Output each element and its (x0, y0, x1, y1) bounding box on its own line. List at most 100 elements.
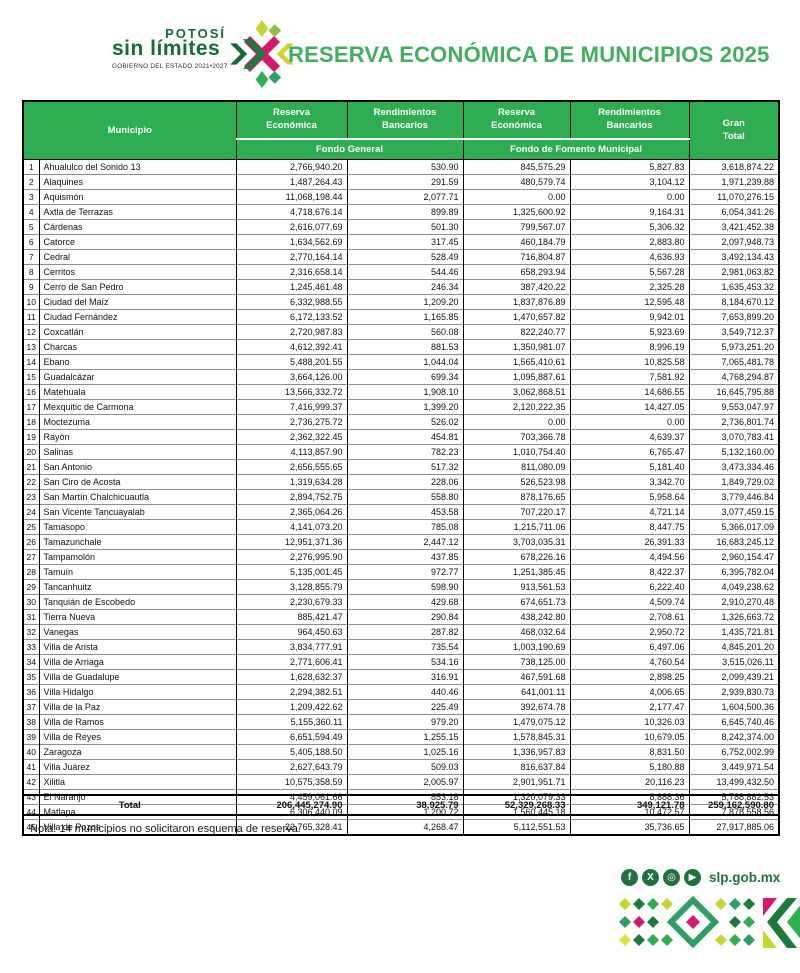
gran-total-cell: 1,971,239.88 (688, 174, 780, 190)
fomento-rendimientos-cell: 5,958.64 (569, 489, 690, 505)
row-number-cell: 28 (23, 564, 39, 580)
instagram-icon[interactable]: ◎ (663, 869, 680, 886)
fondo-general-reserva-cell: 5,135,001.45 (235, 564, 348, 580)
fomento-reserva-cell: 0.00 (462, 189, 571, 205)
row-number-cell: 36 (23, 684, 39, 700)
municipio-cell: Villa de Ramos (38, 714, 237, 730)
row-number-cell: 22 (23, 474, 39, 490)
fondo-general-reserva-cell: 3,834,777.91 (235, 639, 348, 655)
fomento-rendimientos-cell: 8,831.50 (569, 744, 690, 760)
fondo-general-rendimientos-cell: 560.08 (346, 324, 464, 340)
gran-total-cell: 3,618,874.22 (688, 159, 780, 175)
col-header-fg-reserva: Reserva Económica (235, 100, 348, 140)
fondo-general-rendimientos-cell: 699.34 (346, 369, 464, 385)
fondo-general-reserva-cell: 2,766,940.20 (235, 159, 348, 175)
fomento-rendimientos-cell: 10,825.58 (569, 354, 690, 370)
row-number-cell: 9 (23, 279, 39, 295)
municipio-cell: Catorce (38, 234, 237, 250)
fondo-general-reserva-cell: 1,628,632.37 (235, 669, 348, 685)
row-number-cell: 16 (23, 384, 39, 400)
fondo-general-reserva-cell: 2,616,077.69 (235, 219, 348, 235)
municipio-cell: Cerritos (38, 264, 237, 280)
fondo-general-reserva-cell: 885,421.47 (235, 609, 348, 625)
gran-total-cell: 3,779,446.84 (688, 489, 780, 505)
fomento-rendimientos-cell: 4,636.93 (569, 249, 690, 265)
total-ffm-reserva-cell: 52,329,268.33 (462, 795, 570, 815)
row-number-cell: 43 (23, 789, 39, 805)
gran-total-cell: 2,939,830.73 (688, 684, 780, 700)
row-number-cell: 40 (23, 744, 39, 760)
fondo-general-rendimientos-cell: 598.90 (346, 579, 464, 595)
table-row: 40 Zaragoza 5,405,188.50 1,025.16 1,336,957.… (23, 744, 780, 760)
row-number-cell: 26 (23, 534, 39, 550)
fondo-general-rendimientos-cell: 290.84 (346, 609, 464, 625)
fondo-general-reserva-cell: 3,128,855.79 (235, 579, 348, 595)
fomento-reserva-cell: 641,001.11 (462, 684, 571, 700)
fomento-reserva-cell: 480,579.74 (462, 174, 571, 190)
table-header: Municipio Reserva Económica Rendimientos… (22, 100, 780, 160)
gran-total-cell: 2,099,439.21 (688, 669, 780, 685)
row-number-cell: 27 (23, 549, 39, 565)
facebook-icon[interactable]: f (621, 869, 638, 886)
fomento-reserva-cell: 526,523.98 (462, 474, 571, 490)
table-row: 28 Tamuín 5,135,001.45 972.77 1,251,385.45 8,… (23, 564, 780, 580)
fomento-reserva-cell: 822,240.77 (462, 324, 571, 340)
fomento-reserva-cell: 913,561.53 (462, 579, 571, 595)
fondo-general-reserva-cell: 6,332,988.55 (235, 294, 348, 310)
gran-total-cell: 1,326,663.72 (688, 609, 780, 625)
table-row: 31 Tierra Nueva 885,421.47 290.84 438,242.80… (23, 609, 780, 625)
gran-total-cell: 2,910,270.48 (688, 594, 780, 610)
fondo-general-reserva-cell: 3,664,126.00 (235, 369, 348, 385)
table-row: 39 Villa de Reyes 6,651,594.49 1,255.15 1,57… (23, 729, 780, 745)
fondo-general-reserva-cell: 4,718,676.14 (235, 204, 348, 220)
table-row: 29 Tancanhuitz 3,128,855.79 598.90 913,561.5… (23, 579, 780, 595)
table-row: 11 Ciudad Fernández 6,172,133.52 1,165.85 1,… (23, 309, 780, 325)
fomento-reserva-cell: 1,479,075.12 (462, 714, 571, 730)
fomento-rendimientos-cell: 20,116.23 (569, 774, 690, 790)
fondo-general-rendimientos-cell: 972.77 (346, 564, 464, 580)
gran-total-cell: 2,097,948.73 (688, 234, 780, 250)
municipio-cell: Tamuín (38, 564, 237, 580)
total-fg-rendimientos-cell: 38,925.79 (346, 795, 463, 815)
table-row: 13 Charcas 4,612,392.41 881.53 1,350,981.07 8… (23, 339, 780, 355)
gran-total-cell: 6,054,341.26 (688, 204, 780, 220)
fondo-general-reserva-cell: 1,209,422.62 (235, 699, 348, 715)
fomento-reserva-cell: 799,567.07 (462, 219, 571, 235)
fomento-reserva-cell: 811,080.09 (462, 459, 571, 475)
fondo-general-rendimientos-cell: 782.23 (346, 444, 464, 460)
gran-total-cell: 5,973,251.20 (688, 339, 780, 355)
fondo-general-reserva-cell: 2,770,164.14 (235, 249, 348, 265)
table-row: 36 Villa Hidalgo 2,294,382.51 440.46 641,001… (23, 684, 780, 700)
municipio-cell: Vanegas (38, 624, 237, 640)
municipio-cell: El Naranjo (38, 789, 237, 805)
row-number-cell: 17 (23, 399, 39, 415)
fomento-rendimientos-cell: 5,180.88 (569, 759, 690, 775)
x-icon[interactable]: X (642, 869, 659, 886)
fomento-rendimientos-cell: 4,721.14 (569, 504, 690, 520)
municipio-cell: Ebano (38, 354, 237, 370)
municipio-cell: Ahualulco del Sonido 13 (38, 159, 237, 175)
fomento-rendimientos-cell: 5,827.83 (569, 159, 690, 175)
fondo-general-rendimientos-cell: 287.82 (346, 624, 464, 640)
fomento-rendimientos-cell: 4,760.54 (569, 654, 690, 670)
fondo-general-reserva-cell: 10,575,358.59 (235, 774, 348, 790)
fondo-general-rendimientos-cell: 558.80 (346, 489, 464, 505)
row-number-cell: 32 (23, 624, 39, 640)
row-number-cell: 20 (23, 444, 39, 460)
fomento-rendimientos-cell: 5,306.32 (569, 219, 690, 235)
youtube-icon[interactable]: ▶ (684, 869, 701, 886)
municipio-cell: Villa de Reyes (38, 729, 237, 745)
fomento-reserva-cell: 5,112,551.53 (462, 819, 571, 835)
col-header-ffm-rendimientos: Rendimientos Bancarios (569, 100, 690, 140)
table-row: 10 Ciudad del Maíz 6,332,988.55 1,209.20 1,8… (23, 294, 780, 310)
row-number-cell: 13 (23, 339, 39, 355)
website-link[interactable]: slp.gob.mx (709, 870, 781, 885)
col-header-municipio: Municipio (22, 100, 237, 160)
fondo-general-reserva-cell: 2,656,555.65 (235, 459, 348, 475)
fondo-general-rendimientos-cell: 785.08 (346, 519, 464, 535)
fomento-rendimientos-cell: 0.00 (569, 414, 690, 430)
fondo-general-reserva-cell: 2,365,064.26 (235, 504, 348, 520)
fondo-general-rendimientos-cell: 454.81 (346, 429, 464, 445)
municipio-cell: San Martín Chalchicuautla (38, 489, 237, 505)
municipio-cell: San Vicente Tancuayalab (38, 504, 237, 520)
